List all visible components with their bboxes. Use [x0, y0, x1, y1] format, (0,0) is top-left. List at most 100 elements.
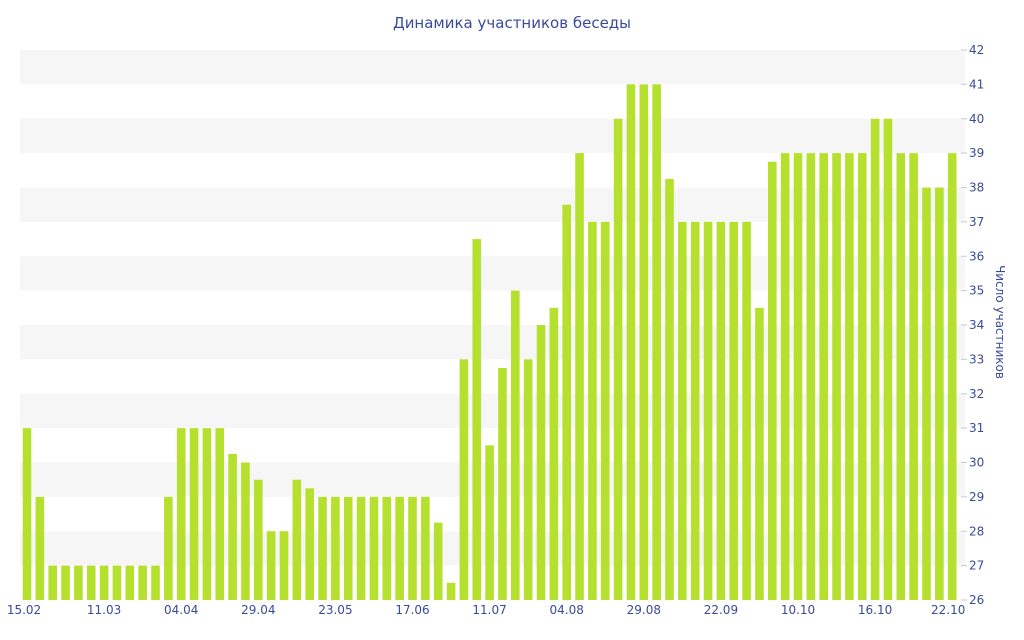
- bar: [845, 153, 854, 601]
- bar: [703, 221, 713, 601]
- bar: [446, 582, 456, 600]
- bars-group: [22, 84, 957, 601]
- x-tick-label: 11.03: [87, 603, 121, 617]
- bar: [768, 161, 777, 600]
- bar: [857, 153, 867, 601]
- bar: [292, 479, 302, 600]
- bar: [485, 445, 494, 600]
- bar: [793, 153, 803, 601]
- bar: [498, 367, 507, 600]
- bar: [202, 428, 212, 601]
- bar: [678, 221, 687, 601]
- y-tick-label: 36: [969, 249, 984, 263]
- bar: [652, 84, 661, 601]
- x-tick-label: 17.06: [395, 603, 429, 617]
- bar: [883, 118, 893, 600]
- x-tick-label: 11.07: [472, 603, 506, 617]
- bar: [395, 496, 404, 601]
- x-tick-label: 22.10: [931, 603, 965, 617]
- y-tick-label: 31: [969, 421, 984, 435]
- y-tick-label: 32: [969, 387, 984, 401]
- bar: [408, 496, 417, 601]
- grid-band: [20, 50, 965, 85]
- bar: [742, 221, 751, 601]
- bar: [562, 204, 571, 600]
- bar: [588, 221, 597, 601]
- bar: [305, 488, 314, 600]
- x-tick-label: 23.05: [318, 603, 352, 617]
- bar: [61, 565, 70, 601]
- y-tick-label: 40: [969, 112, 984, 126]
- bar: [600, 221, 610, 601]
- x-tick-label: 16.10: [858, 603, 892, 617]
- bar: [164, 496, 173, 601]
- bar: [472, 239, 482, 600]
- bar: [575, 153, 584, 601]
- y-tick-label: 34: [969, 318, 984, 332]
- chart-title: Динамика участников беседы: [393, 14, 631, 32]
- x-axis-ticks: 15.02 11.03 04.04 29.04 23.05 17.06 11.07 04.08…: [7, 603, 966, 617]
- x-tick-label: 22.09: [704, 603, 738, 617]
- bar: [909, 153, 918, 601]
- bar: [832, 153, 841, 601]
- bar: [421, 496, 430, 601]
- bar: [755, 307, 764, 600]
- bar: [626, 84, 636, 601]
- bar: [356, 496, 366, 601]
- bar: [35, 496, 45, 601]
- x-tick-label: 10.10: [781, 603, 815, 617]
- bar: [870, 118, 880, 600]
- bar: [176, 428, 186, 601]
- bar: [266, 531, 276, 600]
- bar: [331, 496, 340, 601]
- bar: [99, 565, 109, 601]
- x-tick-label: 29.04: [241, 603, 275, 617]
- bar: [729, 221, 739, 601]
- bar: [369, 496, 379, 601]
- bar: [382, 496, 392, 601]
- bar: [665, 178, 674, 600]
- bar: [716, 221, 726, 601]
- y-tick-label: 26: [969, 593, 984, 607]
- bar: [228, 453, 237, 600]
- bar: [922, 187, 931, 600]
- y-axis-label: Число участников: [993, 265, 1007, 379]
- bar: [48, 565, 57, 601]
- x-tick-label: 29.08: [627, 603, 661, 617]
- bar: [511, 290, 520, 601]
- y-tick-label: 41: [969, 77, 984, 91]
- bar: [536, 325, 546, 600]
- y-tick-label: 30: [969, 456, 984, 470]
- y-tick-label: 29: [969, 490, 984, 504]
- bar: [279, 531, 289, 600]
- bar: [138, 565, 147, 601]
- bar: [22, 428, 32, 601]
- x-tick-label: 15.02: [7, 603, 41, 617]
- bar: [935, 187, 944, 600]
- bar: [523, 359, 533, 601]
- bar: [806, 153, 816, 601]
- bar: [254, 479, 263, 600]
- bar: [819, 153, 828, 601]
- bar: [639, 84, 649, 601]
- bar: [318, 496, 327, 601]
- bar: [947, 153, 957, 601]
- y-tick-label: 35: [969, 284, 984, 298]
- y-tick-label: 42: [969, 43, 984, 57]
- y-tick-label: 27: [969, 559, 984, 573]
- y-tick-label: 39: [969, 146, 984, 160]
- bar: [433, 522, 443, 600]
- bar: [343, 496, 353, 601]
- grid-band: [20, 118, 965, 154]
- bar: [896, 153, 906, 601]
- y-tick-label: 38: [969, 181, 984, 195]
- bar: [459, 359, 469, 601]
- y-tick-label: 33: [969, 352, 984, 366]
- y-tick-label: 37: [969, 215, 984, 229]
- bar: [112, 565, 122, 601]
- bar: [215, 428, 225, 601]
- bar: [613, 118, 623, 600]
- x-tick-label: 04.04: [164, 603, 198, 617]
- bar: [549, 307, 559, 600]
